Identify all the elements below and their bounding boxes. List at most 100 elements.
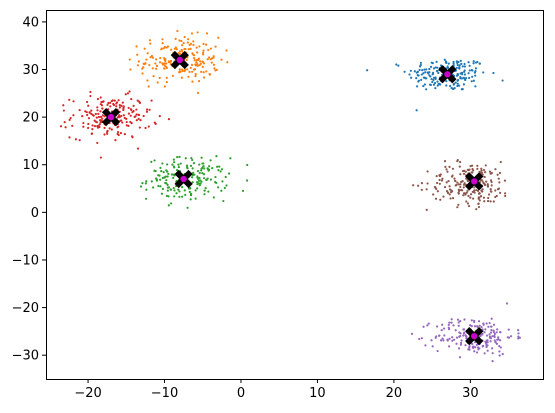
data-point (452, 324, 455, 327)
data-point (190, 176, 194, 179)
data-point (436, 66, 439, 69)
data-point (165, 194, 168, 197)
data-point (445, 168, 448, 171)
data-point (96, 141, 99, 145)
data-point (464, 78, 467, 82)
data-point (397, 64, 400, 67)
data-point (88, 111, 91, 114)
data-point (504, 192, 507, 195)
data-point (457, 188, 460, 191)
data-point (137, 117, 140, 120)
data-point (483, 352, 486, 355)
data-point (154, 67, 158, 70)
data-point (457, 321, 460, 324)
data-point (74, 138, 77, 141)
data-point (424, 71, 427, 74)
data-point (477, 320, 481, 323)
centroid-marker (174, 169, 193, 189)
data-point (154, 62, 157, 65)
data-point (466, 168, 469, 171)
data-point (87, 117, 91, 120)
data-point (433, 81, 437, 85)
data-point (202, 76, 206, 79)
data-point (201, 51, 205, 54)
data-point (178, 70, 181, 73)
data-point (209, 58, 212, 61)
data-point (195, 46, 198, 49)
data-point (434, 336, 437, 339)
data-point (417, 79, 421, 82)
data-point (395, 63, 398, 66)
data-point (192, 40, 195, 43)
data-point (146, 52, 149, 55)
data-point (196, 187, 199, 190)
data-point (445, 80, 448, 83)
data-point (165, 81, 168, 84)
data-point (488, 170, 492, 173)
data-point (217, 168, 220, 172)
data-point (497, 177, 500, 180)
data-point (207, 56, 211, 59)
data-point (498, 171, 502, 175)
data-point (488, 336, 492, 339)
data-point (169, 61, 172, 64)
data-point (166, 175, 169, 178)
data-point (435, 187, 438, 191)
data-point (467, 61, 470, 64)
data-point (97, 115, 101, 119)
data-point (96, 106, 99, 109)
data-point (145, 108, 149, 111)
data-point (469, 193, 473, 196)
data-point (494, 341, 497, 344)
x-tick-label: 10 (309, 386, 326, 401)
data-point (450, 189, 453, 192)
data-point (174, 46, 177, 49)
data-point (470, 80, 473, 83)
data-point (485, 342, 488, 345)
data-point (403, 70, 406, 73)
data-point (460, 188, 463, 192)
data-point (438, 175, 442, 178)
data-point (106, 132, 109, 135)
data-point (472, 190, 475, 193)
data-point (185, 164, 189, 167)
data-point (185, 58, 188, 62)
data-point (442, 327, 446, 330)
data-point (491, 335, 494, 338)
data-point (490, 325, 493, 328)
data-point (129, 108, 133, 111)
data-point (155, 64, 159, 68)
data-point (463, 62, 466, 66)
data-point (202, 173, 206, 176)
data-point (486, 199, 490, 203)
centroid-marker (438, 65, 457, 84)
data-point (209, 47, 212, 50)
data-point (196, 31, 199, 34)
data-point (121, 121, 124, 124)
data-point (468, 168, 471, 171)
data-point (472, 79, 475, 82)
centroid-marker (465, 327, 484, 346)
data-point (147, 125, 150, 128)
centroid-dot (444, 71, 451, 78)
data-point (219, 170, 222, 173)
data-point (420, 182, 424, 185)
data-point (160, 47, 163, 50)
data-point (495, 331, 498, 334)
data-point (475, 343, 478, 346)
data-point (197, 58, 200, 62)
data-point (200, 70, 203, 73)
data-point (443, 58, 446, 61)
data-point (499, 330, 502, 334)
data-point (453, 86, 456, 90)
data-point (150, 160, 153, 163)
data-point (130, 122, 133, 125)
data-point (438, 178, 441, 182)
data-point (445, 181, 448, 184)
data-point (427, 322, 430, 325)
data-point (108, 127, 111, 130)
data-point (106, 129, 109, 132)
y-tick-label: 20 (22, 111, 39, 126)
data-point (474, 74, 477, 77)
